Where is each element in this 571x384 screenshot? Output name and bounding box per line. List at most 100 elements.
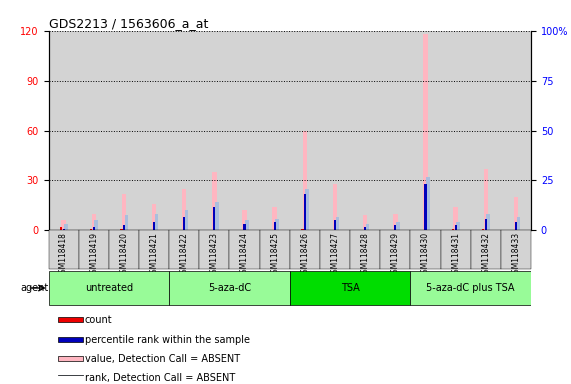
Text: GSM118419: GSM118419 [89, 232, 98, 278]
Bar [394, 225, 396, 230]
Bar [122, 194, 126, 230]
Bar [91, 214, 96, 230]
Bar [484, 169, 488, 230]
Bar [58, 318, 83, 323]
Text: GSM118433: GSM118433 [512, 232, 520, 278]
Bar [169, 31, 199, 230]
Bar [49, 31, 79, 230]
Text: percentile rank within the sample: percentile rank within the sample [85, 335, 250, 345]
Bar [199, 230, 230, 269]
Bar [456, 222, 460, 230]
Bar [60, 227, 62, 230]
Bar [515, 222, 517, 230]
Text: GSM118432: GSM118432 [481, 232, 490, 278]
Bar [230, 31, 260, 230]
Bar [275, 219, 279, 230]
Bar [517, 217, 520, 230]
Bar [396, 222, 400, 230]
Text: rank, Detection Call = ABSENT: rank, Detection Call = ABSENT [85, 373, 235, 383]
Bar [424, 184, 427, 230]
Bar [380, 230, 411, 269]
Bar [289, 230, 320, 269]
Bar [380, 31, 411, 230]
Text: value, Detection Call = ABSENT: value, Detection Call = ABSENT [85, 354, 240, 364]
Bar [301, 229, 304, 230]
Bar [411, 230, 441, 269]
Bar [49, 271, 169, 305]
Text: GSM118425: GSM118425 [270, 232, 279, 278]
Bar [366, 224, 369, 230]
Text: count: count [85, 315, 112, 325]
Text: GSM118422: GSM118422 [180, 232, 189, 278]
Bar [289, 31, 320, 230]
Bar [139, 31, 169, 230]
Bar [514, 197, 518, 230]
Bar [153, 222, 155, 230]
Text: GSM118421: GSM118421 [150, 232, 159, 278]
Bar [243, 224, 246, 230]
Bar [455, 225, 457, 230]
Bar [214, 207, 215, 230]
Text: 5-aza-dC: 5-aza-dC [208, 283, 251, 293]
Bar [485, 219, 487, 230]
Bar [215, 202, 219, 230]
Bar [90, 229, 93, 230]
Bar [334, 220, 336, 230]
Text: GSM118418: GSM118418 [59, 232, 68, 278]
Bar [274, 222, 276, 230]
Text: GSM118431: GSM118431 [451, 232, 460, 278]
Bar [49, 230, 79, 269]
Bar [350, 31, 380, 230]
Text: GSM118429: GSM118429 [391, 232, 400, 278]
Bar [304, 194, 306, 230]
Bar [199, 31, 230, 230]
Text: GSM118423: GSM118423 [210, 232, 219, 278]
Bar [336, 217, 339, 230]
Bar [486, 214, 490, 230]
Text: untreated: untreated [85, 283, 133, 293]
Bar [169, 271, 289, 305]
Bar [303, 131, 307, 230]
Bar [169, 230, 199, 269]
Bar [426, 177, 430, 230]
Text: GSM118420: GSM118420 [119, 232, 128, 278]
Bar [58, 337, 83, 342]
Bar [411, 31, 441, 230]
Bar [350, 230, 380, 269]
Bar [364, 227, 366, 230]
Bar [183, 217, 186, 230]
Bar [471, 31, 501, 230]
Text: TSA: TSA [341, 283, 360, 293]
Text: 5-aza-dC plus TSA: 5-aza-dC plus TSA [427, 283, 515, 293]
Bar [230, 230, 260, 269]
Bar [109, 31, 139, 230]
Bar [320, 230, 350, 269]
Bar [120, 229, 123, 230]
Text: GSM118430: GSM118430 [421, 232, 430, 278]
Bar [58, 356, 83, 361]
Text: GSM118427: GSM118427 [331, 232, 340, 278]
Bar [441, 230, 471, 269]
Bar [64, 224, 68, 230]
Bar [471, 230, 501, 269]
Bar [333, 184, 337, 230]
Bar [453, 207, 458, 230]
Bar [109, 230, 139, 269]
Bar [260, 230, 289, 269]
Bar [63, 229, 65, 230]
Bar [182, 189, 187, 230]
Bar [305, 189, 309, 230]
Text: GSM118424: GSM118424 [240, 232, 249, 278]
Bar [58, 375, 83, 380]
Bar [393, 214, 397, 230]
Bar [245, 220, 249, 230]
Bar [152, 204, 156, 230]
Bar [363, 215, 367, 230]
Bar [185, 210, 188, 230]
Bar [423, 34, 428, 230]
Bar [411, 271, 531, 305]
Bar [452, 229, 455, 230]
Bar [212, 172, 216, 230]
Bar [94, 220, 98, 230]
Bar [123, 225, 125, 230]
